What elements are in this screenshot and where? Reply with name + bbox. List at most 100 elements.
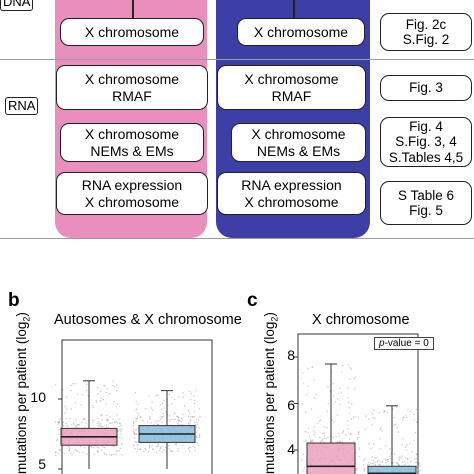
data-point [169,414,171,417]
data-point [118,418,120,420]
data-point [69,417,71,420]
data-point [58,433,60,436]
data-point [169,450,172,452]
data-point [104,385,106,387]
data-point [65,408,68,410]
data-point [182,444,184,447]
data-point [348,412,351,414]
data-point [401,455,403,457]
data-point [405,457,407,459]
data-point [406,444,408,447]
data-point [333,421,335,423]
data-point [120,430,122,432]
data-point [109,416,111,418]
data-point [65,417,67,420]
data-point [315,393,317,396]
data-point [402,437,404,440]
data-point [338,441,341,443]
data-point [348,438,351,440]
data-point [407,458,409,461]
data-point [368,418,370,420]
data-point [376,461,378,463]
data-point [104,453,106,455]
data-point [190,399,192,401]
data-point [373,443,375,445]
data-point [100,425,102,427]
data-point [60,416,63,418]
data-point [163,407,165,409]
data-point [84,418,86,420]
data-point [419,465,421,467]
data-point [392,462,394,464]
data-point [149,416,151,418]
data-point [385,461,387,464]
data-point [105,424,108,426]
data-point [82,451,84,454]
data-point [324,437,326,439]
data-point [405,449,408,451]
data-point [416,471,419,473]
data-point [412,413,415,415]
data-point [61,383,64,386]
data-point [112,453,115,456]
data-point [112,418,114,421]
data-point [372,417,375,419]
data-point [355,376,357,378]
data-point [68,448,71,450]
data-point [381,461,383,463]
data-point [341,371,343,373]
data-point [370,447,372,450]
data-point [378,463,380,466]
data-point [95,400,97,402]
data-point [66,424,68,427]
data-point [106,420,109,422]
data-point [198,433,200,435]
data-point [136,428,138,430]
data-point [357,417,359,419]
data-point [348,364,350,366]
data-point [170,419,172,421]
data-point [359,448,361,451]
panel-b-tick-5: 5 [38,456,46,472]
panel-b-letter: b [8,290,20,311]
data-point [70,408,72,410]
ref-fig-4: Fig. 4 S.Fig. 3, 4 S.Tables 4,5 [380,117,472,167]
data-point [320,440,322,443]
data-point [146,420,148,423]
data-point [133,437,135,439]
data-point [342,431,344,433]
data-point [159,404,162,406]
data-point [350,368,352,370]
data-point [409,442,411,444]
data-point [416,421,418,423]
data-point [162,412,164,415]
data-point [113,445,116,448]
data-point [92,421,94,424]
data-point [63,453,66,455]
plot-frame [297,333,419,474]
data-point [194,399,196,402]
data-point [413,439,415,442]
data-point [100,449,103,452]
data-point [418,463,420,465]
data-point [347,428,349,430]
data-point [304,431,306,433]
data-point [311,366,313,369]
data-point [368,443,370,445]
data-point [62,421,65,423]
data-point [379,460,381,463]
data-point [160,445,163,448]
data-point [303,467,305,469]
data-point [101,445,104,447]
data-point [389,455,391,458]
data-point [354,416,357,418]
data-point [98,421,100,423]
data-point [159,418,162,420]
data-point [116,450,118,453]
data-point [177,416,179,418]
data-point [344,434,347,436]
data-point [301,459,304,461]
data-point [301,403,303,405]
data-point [188,450,191,452]
data-point [198,427,200,429]
